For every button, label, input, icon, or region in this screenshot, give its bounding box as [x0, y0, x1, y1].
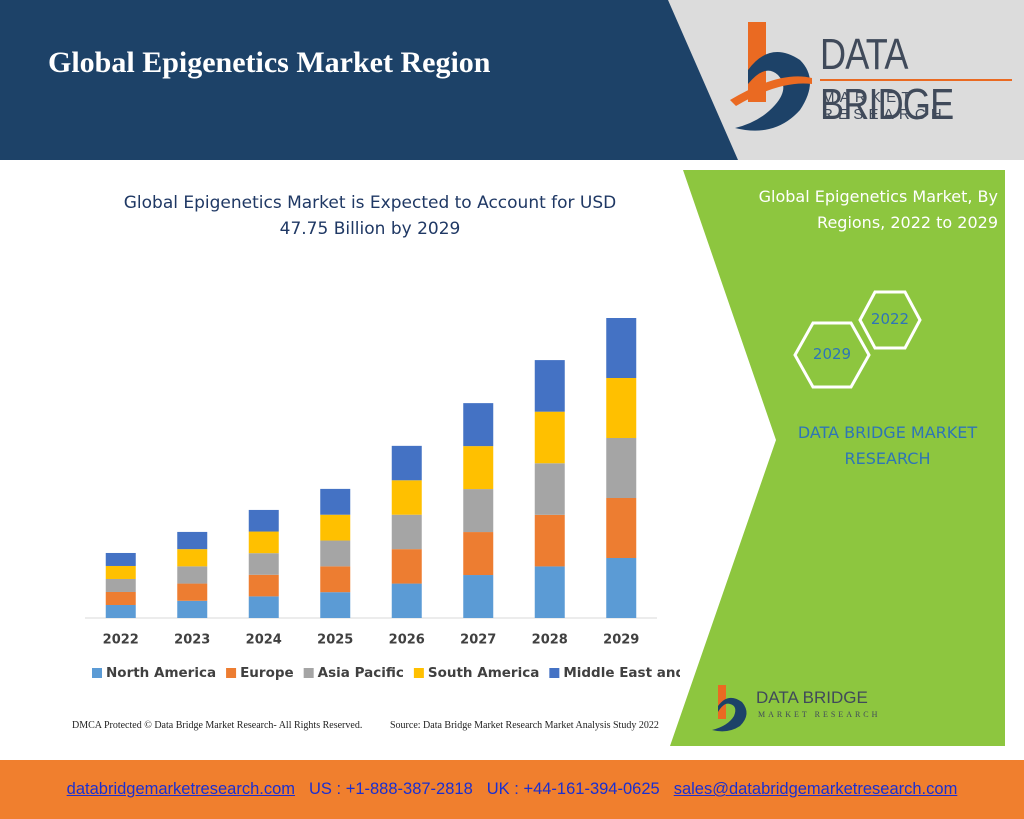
bar-segment — [248, 509, 279, 532]
legend-swatch — [413, 668, 424, 678]
bar-segment — [391, 514, 422, 550]
mini-logo-bowl — [712, 697, 747, 732]
x-tick-label: 2023 — [174, 633, 210, 648]
footer: databridgemarketresearch.com US : +1-888… — [0, 760, 1024, 819]
chart: 2022 2023 2024 2025 2026 2027 2028 2029 North Am… — [85, 318, 680, 681]
email-link[interactable]: sales@databridgemarketresearch.com — [673, 780, 958, 798]
legend-swatch — [549, 668, 560, 678]
bar-segment — [177, 600, 208, 618]
bar-segment — [463, 575, 494, 618]
logo-swoosh — [730, 76, 812, 106]
hexagon-label: 2029 — [812, 345, 852, 363]
logo-name: DATA BRIDGE — [820, 30, 954, 129]
hexagon — [793, 321, 871, 389]
x-tick-label: 2029 — [603, 633, 639, 648]
bar-segment — [248, 531, 279, 554]
bar-segment — [320, 540, 351, 567]
panel-brand: DATA BRIDGE MARKET RESEARCH — [797, 423, 978, 468]
us-phone: US : +1-888-387-2818 — [309, 780, 473, 798]
bar-segment — [534, 411, 565, 464]
x-tick-label: 2024 — [246, 633, 282, 648]
bar-segment — [320, 488, 351, 515]
bar-segment — [391, 480, 422, 515]
footer-bg — [0, 760, 1024, 819]
bar-segment — [105, 604, 136, 618]
legend-swatch — [92, 668, 102, 678]
website-link[interactable]: databridgemarketresearch.com — [66, 780, 296, 798]
legend-swatch — [303, 668, 314, 678]
logo-tagline: MARKET RESEARCH — [822, 89, 947, 123]
bar-segment — [606, 318, 637, 378]
green-panel — [670, 170, 1005, 746]
bar-segment — [248, 596, 279, 618]
legend-label: Asia Pacific — [318, 665, 404, 681]
bar-segment — [177, 583, 208, 601]
bar-segment — [534, 514, 565, 567]
bar-segment — [105, 578, 136, 592]
bar-segment — [463, 446, 494, 490]
bar-segment — [391, 549, 422, 584]
logo-bowl — [735, 52, 810, 131]
bar-segment — [177, 549, 208, 567]
bar-segment — [105, 565, 136, 579]
bar-segment — [606, 438, 637, 498]
header-band — [0, 0, 738, 160]
legend-label: Europe — [240, 665, 294, 681]
legend-label: North America — [106, 665, 216, 681]
bar-segment — [177, 531, 208, 550]
bar-segment — [105, 552, 136, 566]
bar-segment — [534, 463, 565, 515]
chart-title: Global Epigenetics Market is Expected to… — [123, 193, 617, 239]
hexagon-label: 2022 — [870, 310, 910, 328]
bar-segment — [177, 566, 208, 584]
uk-phone: UK : +44-161-394-0625 — [486, 780, 660, 798]
page-title: Global Epigenetics Market Region — [48, 46, 491, 79]
x-tick-label: 2025 — [317, 633, 353, 648]
bar-segment — [463, 489, 494, 533]
bar-segment — [248, 553, 279, 575]
bar-segment — [606, 498, 637, 558]
x-tick-label: 2028 — [532, 633, 568, 648]
legend-swatch — [226, 668, 237, 678]
bar-segment — [320, 592, 351, 618]
logo — [730, 22, 1012, 131]
bar-segment — [463, 403, 494, 447]
bar-segment — [463, 532, 494, 576]
x-tick-label: 2022 — [103, 633, 139, 648]
copyright-note: DMCA Protected © Data Bridge Market Rese… — [72, 720, 363, 731]
mini-logo — [712, 685, 747, 732]
bar-segment — [320, 514, 351, 541]
bar-segment — [534, 566, 565, 618]
source-note: Source: Data Bridge Market Research Mark… — [390, 720, 659, 731]
bar-segment — [606, 558, 637, 618]
mini-logo-name: DATA BRIDGE — [756, 688, 868, 707]
legend-label: South America — [428, 665, 539, 681]
bar-segment — [391, 445, 422, 481]
panel-title: Global Epigenetics Market, By Regions, 2… — [758, 187, 998, 232]
x-tick-label: 2026 — [389, 633, 425, 648]
bar-segment — [105, 591, 136, 605]
hexagon — [858, 290, 922, 350]
legend-label: Middle East and Africa — [563, 665, 680, 681]
mini-logo-tagline: MARKET RESEARCH — [758, 710, 881, 719]
bar-segment — [606, 378, 637, 438]
bar-segment — [248, 574, 279, 597]
bar-segment — [320, 566, 351, 593]
bar-segment — [391, 583, 422, 618]
x-tick-label: 2027 — [460, 633, 496, 648]
bar-segment — [534, 360, 565, 412]
